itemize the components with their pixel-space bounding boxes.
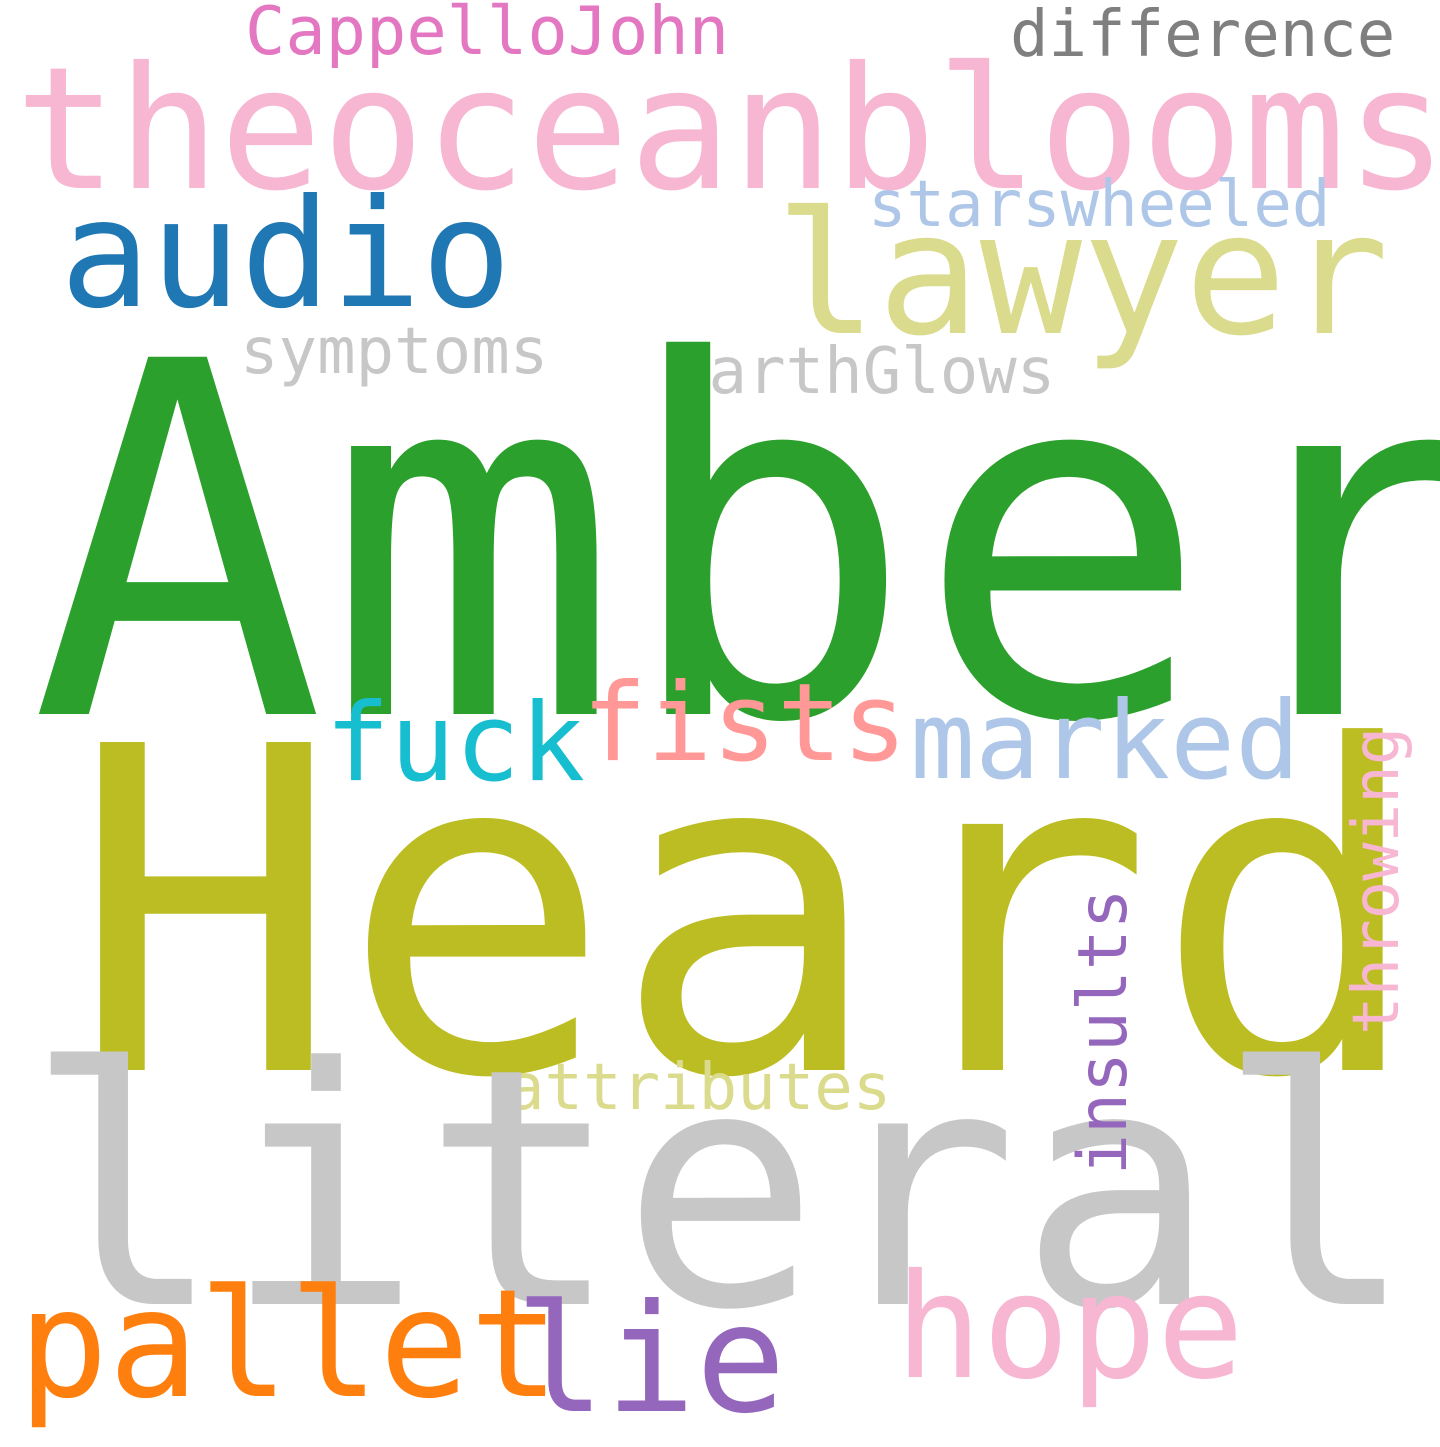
word-marked: marked (910, 679, 1301, 804)
word-fuck: fuck (325, 681, 586, 806)
word-cappellojohn: CappelloJohn (245, 0, 730, 70)
word-lawyer: lawyer (775, 176, 1390, 374)
word-throwing: throwing (1340, 726, 1414, 1035)
word-heard: Heard (70, 653, 1425, 1177)
word-literally: literally (25, 998, 1440, 1382)
word-theoceanblooms: theoceanblooms (15, 31, 1440, 229)
word-starswheeled: starswheeled (868, 168, 1331, 242)
word-lie: lie (515, 1273, 786, 1447)
word-amber: Amber (30, 259, 1440, 830)
word-insults: insults (1064, 888, 1143, 1175)
word-audio: audio (60, 168, 512, 342)
word-earthglows: EarthGlows (670, 335, 1056, 409)
word-hope: hope (895, 1243, 1245, 1412)
word-difference: difference (1010, 0, 1396, 72)
word-symptoms: symptoms (240, 315, 549, 389)
word-fists: fists (582, 661, 908, 786)
word-attributes: attributes (506, 1051, 892, 1125)
word-pallet: pallet (18, 1258, 560, 1432)
